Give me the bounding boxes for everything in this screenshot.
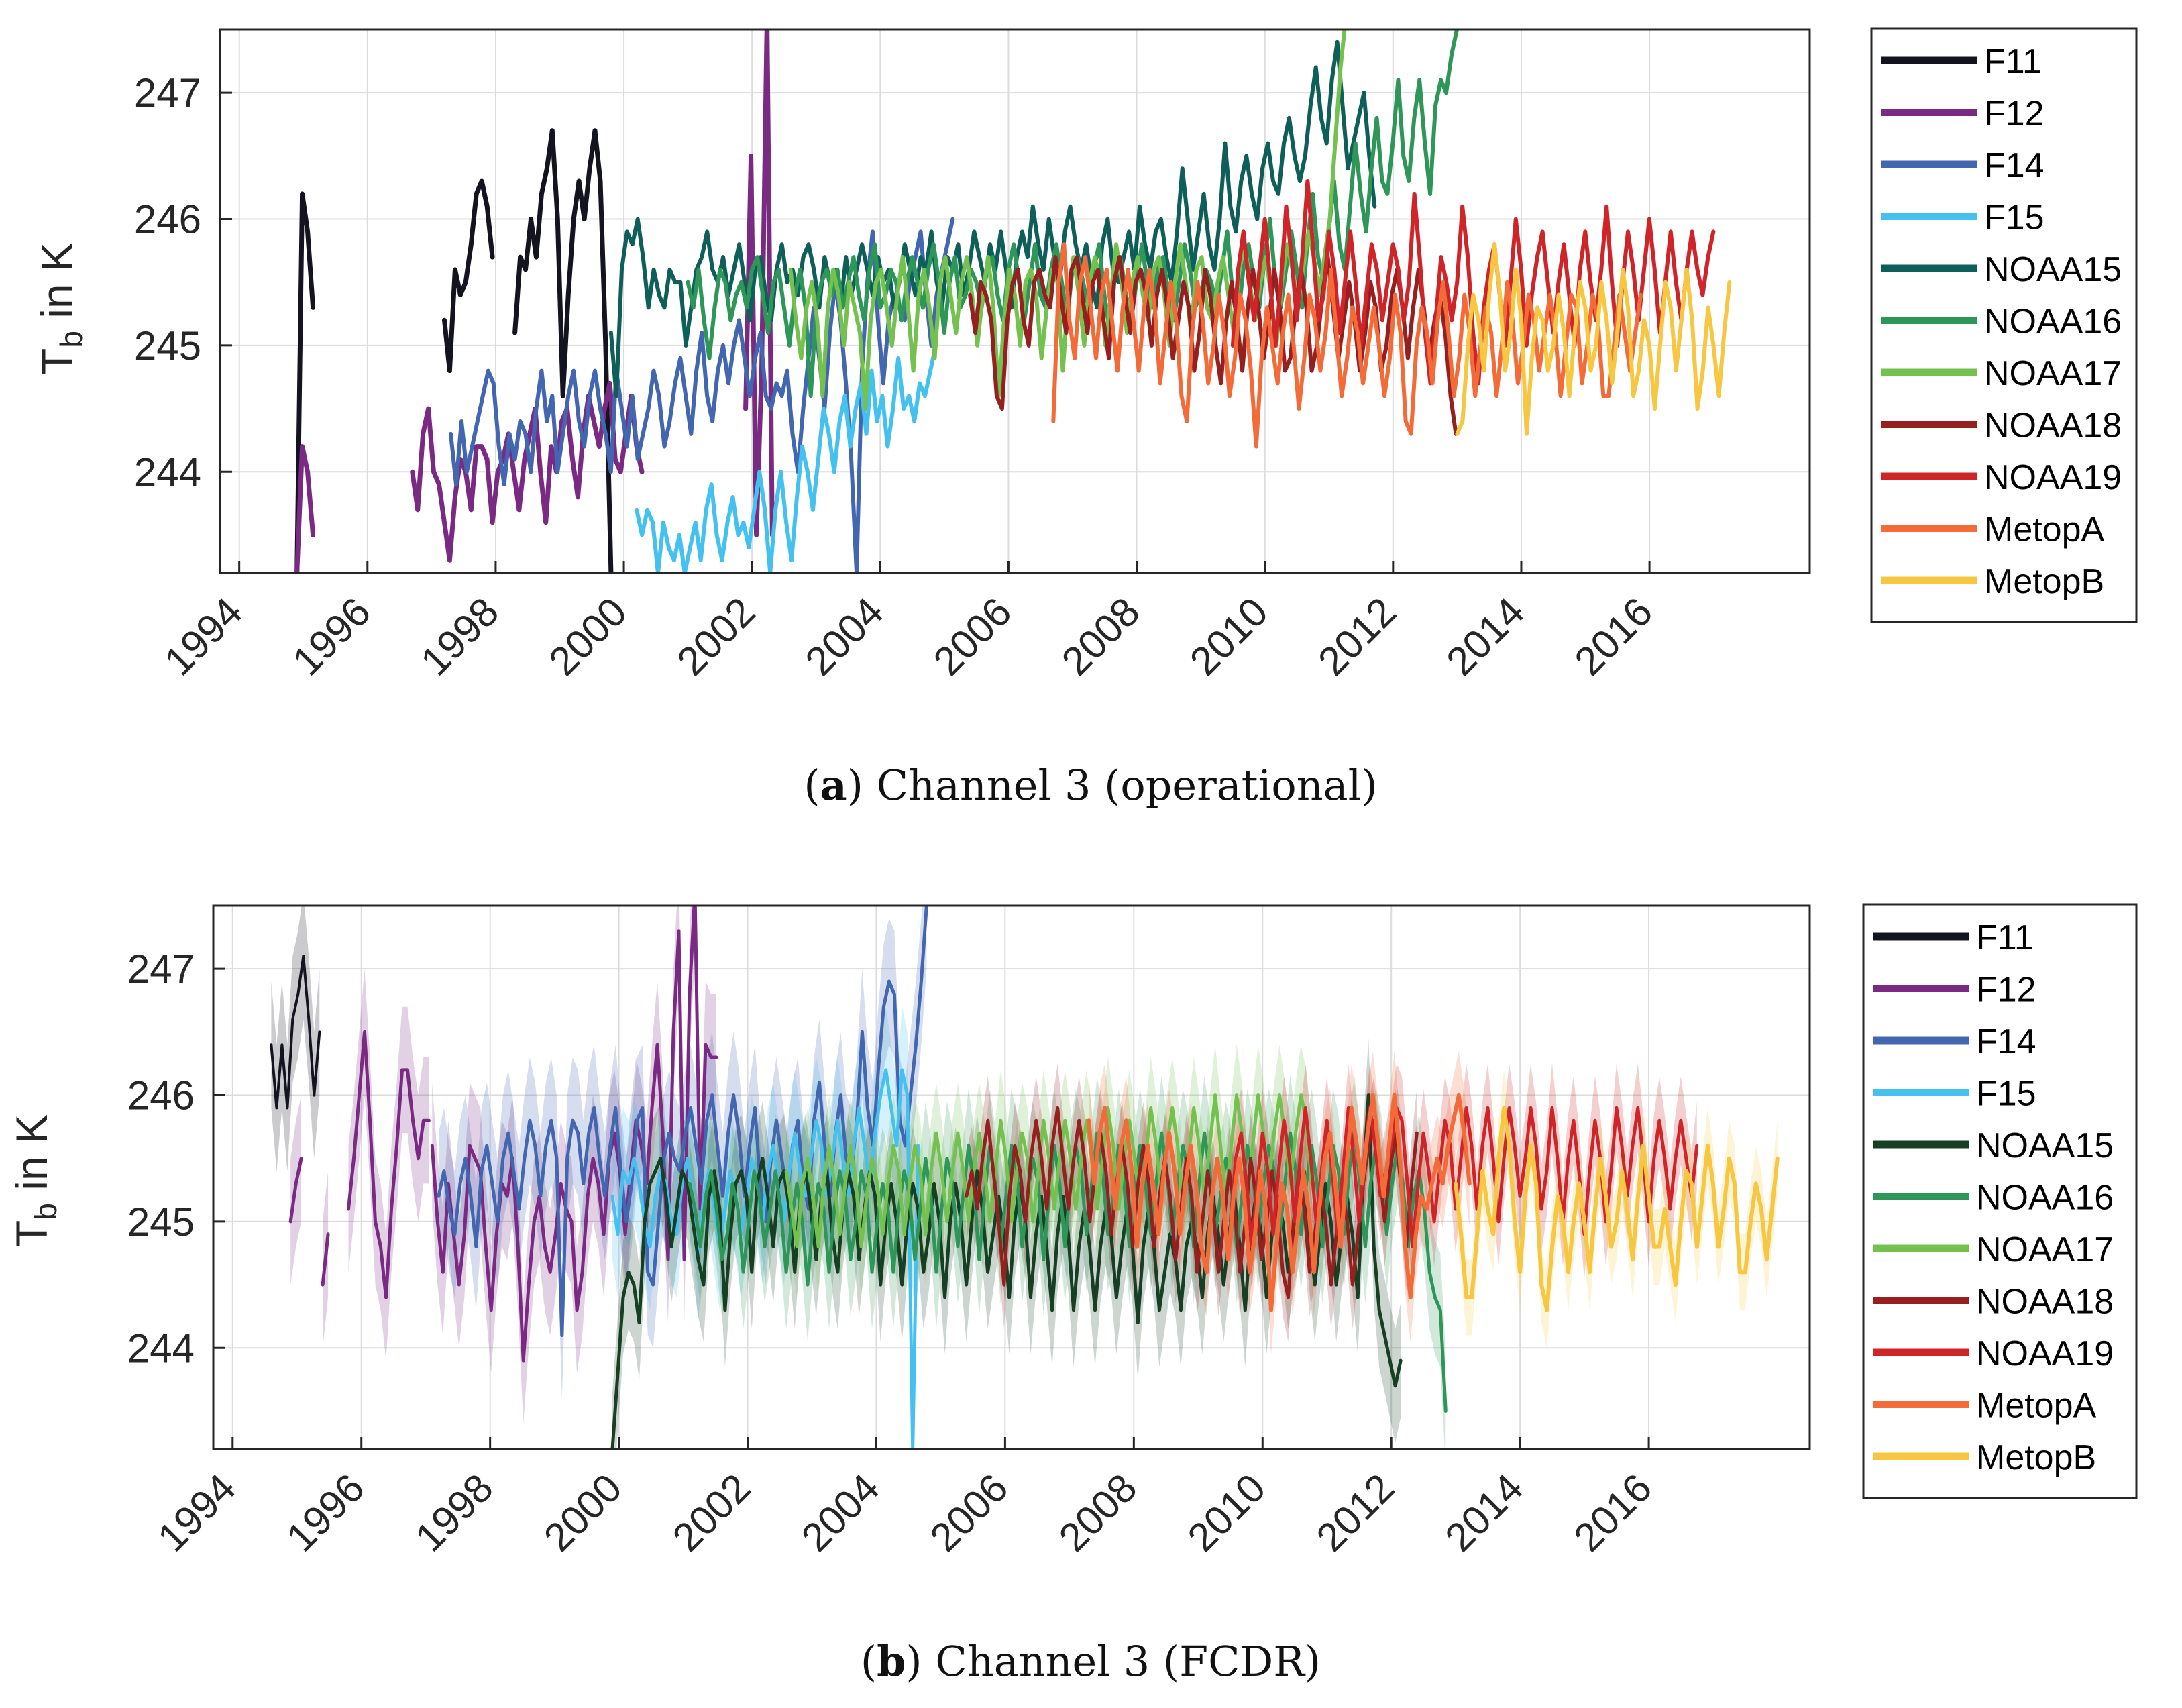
y-tick-label: 247 xyxy=(134,70,201,115)
legend-label-f11: F11 xyxy=(1976,918,2034,957)
x-tick-label: 2008 xyxy=(1053,589,1148,684)
y-tick-label: 246 xyxy=(134,197,201,242)
x-tick-label: 2000 xyxy=(535,1465,631,1560)
legend-label-metopa: MetopA xyxy=(1984,511,2105,549)
uncertainty-band-f11 xyxy=(271,906,320,1171)
series-line-f12 xyxy=(288,1157,303,1224)
panel-b-legend-box xyxy=(1862,903,2138,1499)
legend-label-f11: F11 xyxy=(1984,42,2042,81)
x-tick-label: 2012 xyxy=(1309,589,1405,684)
panel-a-grid xyxy=(220,30,1810,573)
series-line-f12 xyxy=(743,30,775,537)
uncertainty-band-f12 xyxy=(348,969,429,1361)
x-tick-label: 2004 xyxy=(793,1465,888,1560)
legend-label-noaa15: NOAA15 xyxy=(1984,250,2122,289)
series-line-noaa17 xyxy=(784,1093,1313,1249)
y-tick-label: 244 xyxy=(134,449,201,494)
x-tick-label: 2012 xyxy=(1308,1465,1403,1560)
legend-label-noaa17: NOAA17 xyxy=(1976,1230,2114,1269)
x-tick-label: 2016 xyxy=(1566,589,1661,684)
panel-b-channel3-fcdr: 244 245 246 247 1994 1996 1998 2000 2002 2004 200… xyxy=(7,903,2138,1686)
legend-label-noaa15: NOAA15 xyxy=(1976,1126,2114,1165)
x-tick-label: 2014 xyxy=(1437,1465,1532,1560)
legend-label-noaa19: NOAA19 xyxy=(1976,1334,2114,1373)
series-line-f12 xyxy=(321,1232,330,1287)
legend-label-f12: F12 xyxy=(1976,971,2036,1010)
x-tick-label: 1994 xyxy=(156,589,251,684)
series-line-f11 xyxy=(442,178,495,374)
x-tick-label: 1998 xyxy=(412,589,507,684)
legend-label-noaa16: NOAA16 xyxy=(1984,303,2122,341)
series-line-f15 xyxy=(635,343,938,573)
x-tick-label: 1996 xyxy=(278,1465,373,1560)
series-line-metopa xyxy=(1087,1093,1472,1312)
uncertainty-band-f12 xyxy=(432,906,716,1424)
panel-a-x-tick-labels: 1994 1996 1998 2000 2002 2004 2006 2008 2010 2012… xyxy=(156,589,1661,684)
legend-label-noaa18: NOAA18 xyxy=(1984,407,2122,445)
panel-b-y-tick-labels: 244 245 246 247 xyxy=(127,947,195,1371)
legend-label-f15: F15 xyxy=(1984,199,2044,237)
x-tick-label: 1994 xyxy=(149,1465,244,1560)
series-line-noaa19 xyxy=(1230,179,1716,386)
panel-b-x-tick-labels: 1994 1996 1998 2000 2002 2004 2006 2008 2010 2012… xyxy=(149,1465,1660,1560)
x-tick-label: 2002 xyxy=(669,589,764,684)
series-line-noaa18 xyxy=(968,255,1458,436)
legend-label-metopb: MetopB xyxy=(1976,1438,2096,1477)
x-tick-label: 2006 xyxy=(925,589,1020,684)
series-line-metopb xyxy=(1454,1106,1780,1312)
panel-a-legend-box xyxy=(1870,27,2138,623)
panel-a-legend: F11 F12 F14 F15 NOAA15 NOAA16 NOAA17 NOAA18 NOAA… xyxy=(1870,27,2138,623)
x-tick-label: 1998 xyxy=(406,1465,502,1560)
legend-label-f12: F12 xyxy=(1984,95,2044,134)
series-line-f11 xyxy=(294,191,316,573)
panel-a-y-axis-label: Tb in K xyxy=(32,242,89,375)
legend-label-noaa17: NOAA17 xyxy=(1984,354,2122,393)
legend-label-f14: F14 xyxy=(1976,1022,2036,1061)
series-line-f12 xyxy=(347,1030,431,1299)
series-line-metopa xyxy=(1051,242,1643,449)
y-tick-label: 246 xyxy=(127,1073,195,1118)
series-line-f12 xyxy=(294,444,316,573)
y-tick-label: 245 xyxy=(127,1199,195,1244)
x-tick-label: 2014 xyxy=(1437,589,1533,684)
panel-a-channel3-operational: 244 245 246 247 1994 1996 1998 2000 2002 2004 200… xyxy=(32,27,2138,810)
panel-b-caption: (b) Channel 3 (FCDR) xyxy=(861,1637,1321,1686)
x-tick-label: 2010 xyxy=(1179,1465,1274,1560)
legend-label-f14: F14 xyxy=(1984,146,2044,185)
panel-a-series xyxy=(294,30,1732,573)
panel-b-legend: F11 F12 F14 F15 NOAA15 NOAA16 NOAA17 NOAA18 NOAA… xyxy=(1862,903,2138,1499)
y-tick-label: 245 xyxy=(134,323,201,368)
legend-label-noaa19: NOAA19 xyxy=(1984,458,2122,497)
legend-label-metopa: MetopA xyxy=(1976,1387,2097,1426)
legend-label-noaa16: NOAA16 xyxy=(1976,1179,2114,1218)
x-tick-label: 2004 xyxy=(797,589,892,684)
series-line-f11 xyxy=(270,955,321,1110)
y-tick-label: 244 xyxy=(127,1326,195,1371)
legend-label-f15: F15 xyxy=(1976,1075,2036,1114)
x-tick-label: 2010 xyxy=(1181,589,1276,684)
series-line-f11 xyxy=(512,128,614,573)
x-tick-label: 2016 xyxy=(1566,1465,1661,1560)
panel-b-axes-box xyxy=(212,904,1811,1450)
panel-a-y-tick-labels: 244 245 246 247 xyxy=(134,70,201,494)
x-tick-label: 2000 xyxy=(540,589,635,684)
x-tick-label: 2002 xyxy=(664,1465,759,1560)
panel-a-caption: (a) Channel 3 (operational) xyxy=(804,761,1377,810)
x-tick-label: 2006 xyxy=(922,1465,1017,1560)
x-tick-label: 1996 xyxy=(284,589,379,684)
y-tick-label: 247 xyxy=(127,947,195,992)
panel-b-y-axis-label: Tb in K xyxy=(7,1114,63,1247)
legend-label-metopb: MetopB xyxy=(1984,562,2104,601)
panel-b-series xyxy=(270,906,1780,1449)
series-line-f14 xyxy=(437,906,928,1337)
panel-a-axes-box xyxy=(219,28,1811,574)
legend-label-noaa18: NOAA18 xyxy=(1976,1283,2114,1322)
x-tick-label: 2008 xyxy=(1050,1465,1146,1560)
series-line-metopb xyxy=(1455,242,1732,436)
uncertainty-band-noaa16 xyxy=(690,1076,1446,1449)
